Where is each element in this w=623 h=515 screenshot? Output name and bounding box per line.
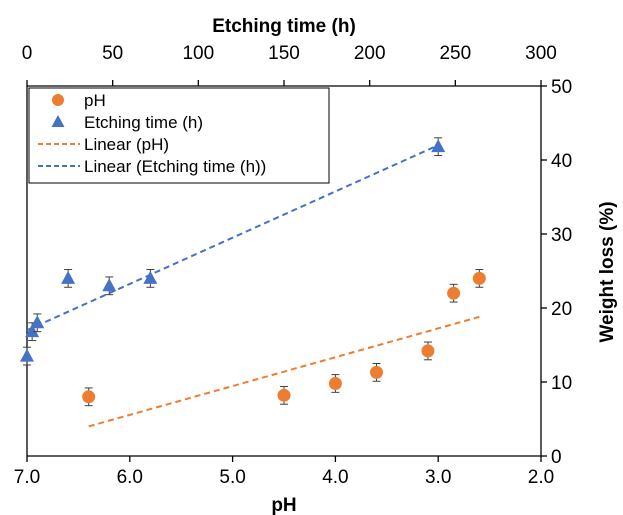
top-tick-label: 300 xyxy=(525,43,557,64)
right-axis-title: Weight loss (%) xyxy=(597,201,618,342)
bottom-tick-label: 6.0 xyxy=(117,467,143,488)
top-tick-label: 100 xyxy=(182,43,214,64)
right-tick-label: 50 xyxy=(551,77,572,98)
top-tick-label: 200 xyxy=(354,43,386,64)
bottom-tick-label: 5.0 xyxy=(219,467,245,488)
trendline xyxy=(88,315,480,428)
data-point xyxy=(328,376,342,390)
legend-label: Etching time (h) xyxy=(84,113,203,132)
data-point xyxy=(472,271,486,285)
data-point xyxy=(25,324,40,338)
data-points xyxy=(20,137,486,407)
legend-box xyxy=(28,87,330,184)
bottom-axis-title: pH xyxy=(271,495,296,515)
right-tick-label: 20 xyxy=(551,299,572,320)
data-point xyxy=(277,388,291,402)
top-tick-label: 50 xyxy=(102,43,123,64)
bottom-tick-label: 3.0 xyxy=(425,467,451,488)
legend: pH Etching time (h) Linear (pH) Linear (Etc… xyxy=(28,87,330,184)
data-point xyxy=(20,348,34,362)
data-point xyxy=(61,270,76,284)
right-tick-label: 0 xyxy=(551,447,562,468)
data-point xyxy=(431,139,446,153)
trendline xyxy=(26,144,439,332)
top-tick-label: 250 xyxy=(439,43,471,64)
top-tick-label: 0 xyxy=(22,43,33,64)
bottom-tick-label: 2.0 xyxy=(528,467,554,488)
data-point xyxy=(143,270,158,284)
axes: 7.0 6.0 5.0 4.0 3.0 2.00 50 100 150 200 250 3000102… xyxy=(14,43,572,488)
data-point xyxy=(447,286,461,300)
legend-marker xyxy=(52,94,64,106)
data-point xyxy=(82,390,96,404)
right-tick-label: 40 xyxy=(551,151,572,172)
legend-marker xyxy=(51,115,65,127)
legend-label: Linear (pH) xyxy=(84,135,169,154)
right-tick-label: 30 xyxy=(551,225,572,246)
data-point xyxy=(370,365,384,379)
bottom-tick-label: 7.0 xyxy=(14,467,40,488)
data-point xyxy=(421,344,435,358)
legend-label: pH xyxy=(84,91,106,110)
top-tick-label: 150 xyxy=(268,43,300,64)
right-tick-label: 10 xyxy=(551,373,572,394)
trendlines xyxy=(26,144,480,428)
data-point xyxy=(102,278,117,292)
top-axis-title: Etching time (h) xyxy=(212,16,356,37)
bottom-tick-label: 4.0 xyxy=(322,467,348,488)
legend-label: Linear (Etching time (h)) xyxy=(84,157,266,176)
data-point xyxy=(30,315,45,329)
